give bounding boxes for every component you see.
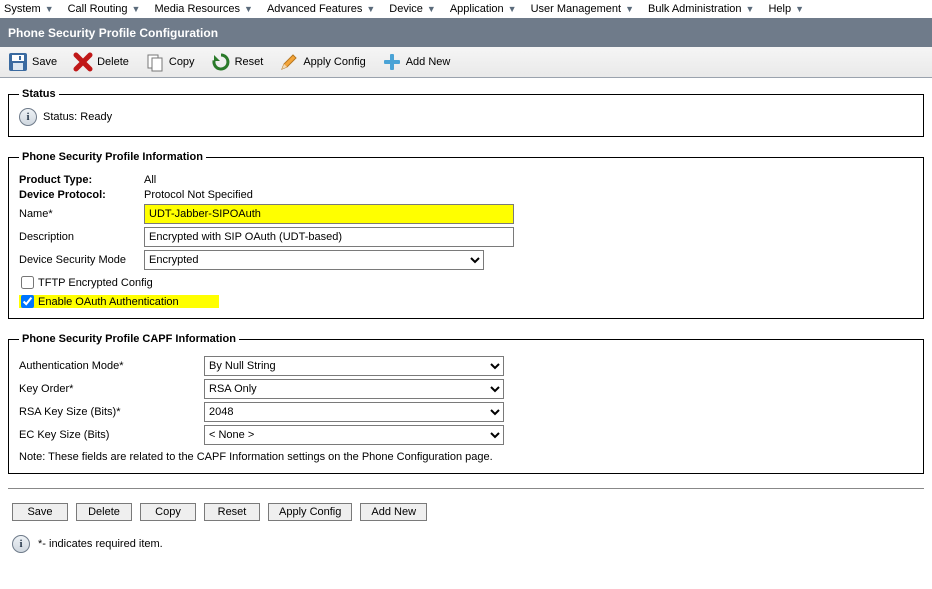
status-text: Status: Ready — [43, 111, 112, 123]
capf-note: Note: These fields are related to the CA… — [19, 451, 913, 463]
menu-label: User Management — [531, 3, 622, 15]
chevron-down-icon: ▼ — [625, 4, 634, 14]
menu-label: Device — [389, 3, 423, 15]
diskette-icon — [8, 52, 28, 72]
separator — [8, 488, 924, 489]
oauth-checkbox[interactable] — [21, 295, 34, 308]
copy-button[interactable]: Copy — [145, 52, 195, 72]
reset-label: Reset — [235, 56, 264, 68]
chevron-down-icon: ▼ — [132, 4, 141, 14]
delete-button[interactable]: Delete — [73, 52, 129, 72]
description-label: Description — [19, 231, 144, 243]
device-protocol-label: Device Protocol: — [19, 189, 144, 201]
menu-system[interactable]: System ▼ — [4, 3, 54, 15]
menu-device[interactable]: Device ▼ — [389, 3, 436, 15]
menu-help[interactable]: Help ▼ — [768, 3, 804, 15]
menu-advanced-features[interactable]: Advanced Features ▼ — [267, 3, 375, 15]
oauth-label: Enable OAuth Authentication — [38, 296, 179, 308]
menu-label: Advanced Features — [267, 3, 362, 15]
toolbar: Save Delete Copy Reset Apply Config Add … — [0, 47, 932, 78]
x-icon — [73, 52, 93, 72]
profile-info-fieldset: Phone Security Profile Information Produ… — [8, 151, 924, 319]
auth-mode-select[interactable]: By Null String — [204, 356, 504, 376]
save-button-bottom[interactable]: Save — [12, 503, 68, 521]
page-title: Phone Security Profile Configuration — [0, 19, 932, 47]
menu-label: Help — [768, 3, 791, 15]
plus-icon — [382, 52, 402, 72]
capf-fieldset: Phone Security Profile CAPF Information … — [8, 333, 924, 474]
chevron-down-icon: ▼ — [366, 4, 375, 14]
rsa-key-size-label: RSA Key Size (Bits)* — [19, 406, 204, 418]
required-note: *- indicates required item. — [38, 538, 163, 550]
device-protocol-value: Protocol Not Specified — [144, 189, 253, 201]
menu-user-management[interactable]: User Management▼ — [531, 3, 634, 15]
button-row: Save Delete Copy Reset Apply Config Add … — [8, 499, 924, 531]
chevron-down-icon: ▼ — [427, 4, 436, 14]
menu-label: Media Resources — [154, 3, 240, 15]
menu-application[interactable]: Application ▼ — [450, 3, 517, 15]
menu-media-resources[interactable]: Media Resources ▼ — [154, 3, 253, 15]
menu-call-routing[interactable]: Call Routing ▼ — [68, 3, 141, 15]
add-new-button-bottom[interactable]: Add New — [360, 503, 427, 521]
tftp-label: TFTP Encrypted Config — [38, 277, 153, 289]
content: Status i Status: Ready Phone Security Pr… — [0, 78, 932, 571]
profile-info-legend: Phone Security Profile Information — [19, 151, 206, 163]
reset-button[interactable]: Reset — [211, 52, 264, 72]
addnew-label: Add New — [406, 56, 451, 68]
key-order-label: Key Order* — [19, 383, 204, 395]
chevron-down-icon: ▼ — [795, 4, 804, 14]
delete-button-bottom[interactable]: Delete — [76, 503, 132, 521]
status-fieldset: Status i Status: Ready — [8, 88, 924, 137]
capf-legend: Phone Security Profile CAPF Information — [19, 333, 239, 345]
chevron-down-icon: ▼ — [508, 4, 517, 14]
info-icon: i — [12, 535, 30, 553]
pencil-icon — [279, 52, 299, 72]
status-legend: Status — [19, 88, 59, 100]
info-icon: i — [19, 108, 37, 126]
save-button[interactable]: Save — [8, 52, 57, 72]
chevron-down-icon: ▼ — [746, 4, 755, 14]
name-input[interactable] — [144, 204, 514, 224]
menu-label: Bulk Administration — [648, 3, 742, 15]
auth-mode-label: Authentication Mode* — [19, 360, 204, 372]
copy-icon — [145, 52, 165, 72]
menu-label: Call Routing — [68, 3, 128, 15]
key-order-select[interactable]: RSA Only — [204, 379, 504, 399]
menubar: System ▼ Call Routing ▼ Media Resources ▼ A… — [0, 0, 932, 19]
delete-label: Delete — [97, 56, 129, 68]
save-label: Save — [32, 56, 57, 68]
copy-button-bottom[interactable]: Copy — [140, 503, 196, 521]
chevron-down-icon: ▼ — [45, 4, 54, 14]
product-type-label: Product Type: — [19, 174, 144, 186]
tftp-checkbox[interactable] — [21, 276, 34, 289]
add-new-button[interactable]: Add New — [382, 52, 451, 72]
menu-bulk-administration[interactable]: Bulk Administration ▼ — [648, 3, 754, 15]
apply-config-button-bottom[interactable]: Apply Config — [268, 503, 352, 521]
apply-label: Apply Config — [303, 56, 365, 68]
copy-label: Copy — [169, 56, 195, 68]
security-mode-select[interactable]: Encrypted — [144, 250, 484, 270]
rsa-key-size-select[interactable]: 2048 — [204, 402, 504, 422]
description-input[interactable] — [144, 227, 514, 247]
reset-button-bottom[interactable]: Reset — [204, 503, 260, 521]
chevron-down-icon: ▼ — [244, 4, 253, 14]
security-mode-label: Device Security Mode — [19, 254, 144, 266]
ec-key-size-select[interactable]: < None > — [204, 425, 504, 445]
name-label: Name* — [19, 208, 144, 220]
reset-icon — [211, 52, 231, 72]
menu-label: Application — [450, 3, 504, 15]
apply-config-button[interactable]: Apply Config — [279, 52, 365, 72]
product-type-value: All — [144, 174, 156, 186]
ec-key-size-label: EC Key Size (Bits) — [19, 429, 204, 441]
menu-label: System — [4, 3, 41, 15]
